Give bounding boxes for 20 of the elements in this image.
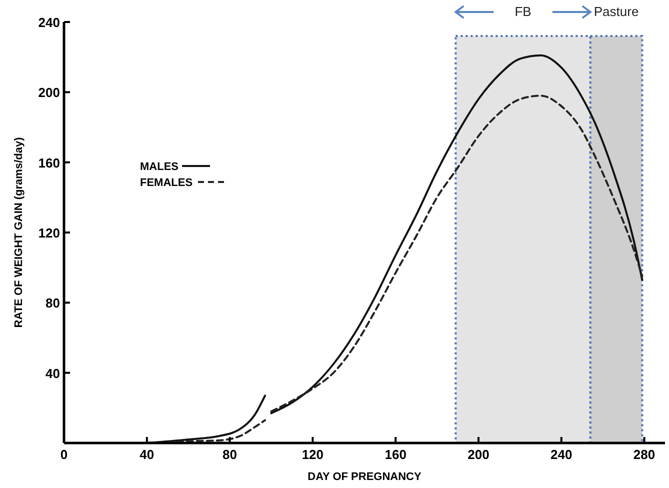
legend-label: MALES bbox=[140, 161, 178, 173]
band-label: FB bbox=[514, 4, 532, 19]
x-tick-label: 80 bbox=[222, 447, 238, 462]
y-tick-label: 240 bbox=[38, 15, 60, 30]
x-tick-label: 200 bbox=[468, 447, 490, 462]
x-tick-label: 240 bbox=[550, 447, 572, 462]
y-tick-label: 160 bbox=[38, 155, 60, 170]
x-tick-label: 40 bbox=[140, 447, 154, 462]
y-tick-label: 200 bbox=[38, 85, 60, 100]
x-axis-title: DAY OF PREGNANCY bbox=[308, 471, 422, 483]
y-tick-label: 120 bbox=[38, 226, 60, 240]
y-tick-label: 80 bbox=[46, 296, 60, 311]
x-tick-label: 0 bbox=[60, 447, 68, 462]
y-axis-title: RATE OF WEIGHT GAIN (grams/day) bbox=[13, 136, 25, 328]
x-tick-label: 120 bbox=[302, 447, 324, 462]
x-tick-label: 160 bbox=[384, 447, 406, 462]
x-tick-label: 280 bbox=[633, 447, 656, 462]
y-tick-label: 40 bbox=[46, 366, 60, 381]
band-label: Pasture bbox=[594, 4, 639, 19]
legend-label: FEMALES bbox=[140, 177, 193, 189]
